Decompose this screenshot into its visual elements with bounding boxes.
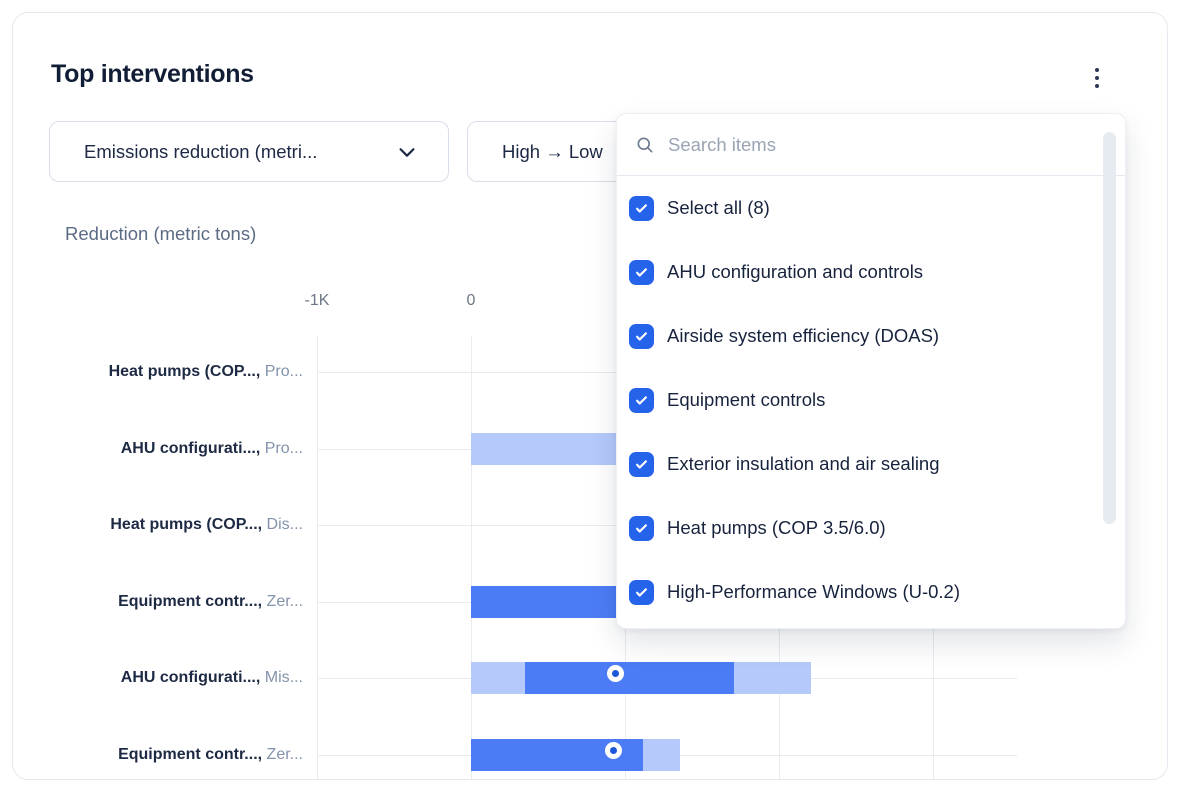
popup-search-row [617, 114, 1125, 176]
popup-scrollbar[interactable] [1103, 132, 1116, 524]
search-input[interactable] [668, 133, 1085, 156]
checkbox-checked-icon[interactable] [629, 515, 654, 541]
filter-option-label: Select all (8) [667, 197, 770, 218]
search-icon [635, 135, 655, 155]
filter-option-label: Exterior insulation and air sealing [667, 453, 940, 474]
filter-option-label: Heat pumps (COP 3.5/6.0) [667, 517, 886, 538]
metric-dropdown-value: Emissions reduction (metri... [84, 140, 318, 162]
kebab-menu-button[interactable] [1085, 63, 1109, 93]
filter-popup: Select all (8) AHU configuration and cont… [616, 113, 1126, 629]
bar-segment[interactable] [524, 662, 735, 694]
filter-option[interactable]: Heat pumps (COP 3.5/6.0) [617, 496, 1125, 560]
category-label-bold: Equipment contr..., [118, 593, 263, 610]
select-all-option[interactable]: Select all (8) [617, 176, 1125, 240]
chart-axis-title: Reduction (metric tons) [65, 223, 257, 244]
category-label-muted: Pro... [260, 440, 303, 457]
top-interventions-card: Top interventions Emissions reduction (m… [12, 12, 1168, 780]
category-label: Equipment contr..., Zer... [118, 591, 303, 613]
bar-segment[interactable] [734, 662, 812, 694]
category-label: Equipment contr..., Zer... [118, 744, 303, 766]
category-label-bold: AHU configurati..., [120, 440, 261, 457]
category-label-bold: Heat pumps (COP..., [110, 516, 263, 533]
category-label-muted: Mis... [260, 669, 303, 686]
axis-tick-label: -1K [304, 292, 330, 309]
bar-segment[interactable] [471, 662, 525, 694]
kebab-dot-icon [1095, 84, 1099, 88]
gridline-vertical [471, 336, 472, 779]
expected-value-marker[interactable] [604, 741, 622, 759]
category-label: Heat pumps (COP..., Pro... [109, 361, 303, 383]
filter-option-label: AHU configuration and controls [667, 261, 924, 282]
category-label: Heat pumps (COP..., Dis... [110, 514, 303, 536]
filter-option-label: High-Performance Windows (U-0.2) [667, 581, 961, 602]
metric-dropdown[interactable]: Emissions reduction (metri... [49, 121, 449, 182]
category-label: AHU configurati..., Pro... [121, 438, 303, 460]
expected-value-marker[interactable] [606, 664, 624, 682]
filter-option[interactable]: High-Performance Windows (U-0.2) [617, 560, 1125, 624]
category-label-muted: Zer... [262, 746, 303, 763]
category-label: AHU configurati..., Mis... [121, 667, 303, 689]
chevron-down-icon [396, 141, 418, 163]
bar-segment[interactable] [643, 739, 681, 771]
filter-options-list: Select all (8) AHU configuration and cont… [617, 176, 1125, 624]
sort-dropdown-value: High → Low [502, 140, 603, 162]
checkbox-checked-icon[interactable] [629, 323, 654, 349]
filter-option[interactable]: Airside system efficiency (DOAS) [617, 304, 1125, 368]
axis-tick-label: 0 [466, 292, 476, 309]
kebab-dot-icon [1095, 68, 1099, 72]
kebab-dot-icon [1095, 76, 1099, 80]
category-label-muted: Zer... [262, 593, 303, 610]
filter-option[interactable]: Exterior insulation and air sealing [617, 432, 1125, 496]
filter-option[interactable]: Equipment controls [617, 368, 1125, 432]
gridline-vertical [317, 336, 318, 779]
checkbox-checked-icon[interactable] [629, 195, 654, 221]
checkbox-checked-icon[interactable] [629, 579, 654, 605]
filter-option-label: Equipment controls [667, 389, 826, 410]
category-label-bold: Equipment contr..., [118, 746, 263, 763]
category-label-bold: Heat pumps (COP..., [108, 363, 261, 380]
interventions-chart: -1K 0 Heat pumps (COP..., Pro... AHU config… [13, 13, 1167, 779]
checkbox-checked-icon[interactable] [629, 259, 654, 285]
category-label-bold: AHU configurati..., [120, 669, 261, 686]
filter-option[interactable]: AHU configuration and controls [617, 240, 1125, 304]
checkbox-checked-icon[interactable] [629, 387, 654, 413]
page-title: Top interventions [51, 60, 254, 88]
filter-option-label: Airside system efficiency (DOAS) [667, 325, 940, 346]
category-label-muted: Pro... [260, 363, 303, 380]
checkbox-checked-icon[interactable] [629, 451, 654, 477]
category-label-muted: Dis... [262, 516, 303, 533]
